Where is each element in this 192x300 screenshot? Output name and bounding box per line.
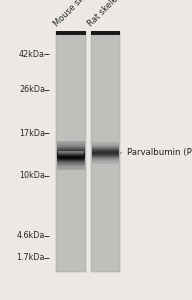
Bar [92, 153, 119, 154]
Bar [58, 160, 84, 161]
Bar [57, 160, 85, 161]
Bar [58, 163, 84, 164]
Text: 26kDa: 26kDa [19, 85, 45, 94]
Bar [58, 162, 84, 163]
Bar [58, 157, 84, 158]
Bar [58, 158, 84, 159]
Bar [58, 151, 84, 152]
Bar [92, 146, 119, 147]
Bar [57, 144, 85, 145]
Bar [92, 152, 119, 153]
Bar [92, 148, 119, 149]
Bar [58, 159, 84, 160]
Bar [57, 143, 85, 144]
Bar [57, 152, 85, 153]
Bar [92, 162, 119, 163]
Bar [92, 145, 119, 146]
Bar [92, 155, 119, 156]
Bar [58, 152, 84, 153]
Bar [92, 158, 119, 159]
Text: 42kDa: 42kDa [19, 50, 45, 58]
Bar [57, 161, 85, 162]
Bar [58, 156, 84, 157]
Bar [92, 144, 119, 145]
Text: 4.6kDa: 4.6kDa [17, 231, 45, 240]
Bar [92, 150, 119, 151]
Bar [57, 154, 85, 155]
Text: Parvalbumin (PVALB): Parvalbumin (PVALB) [121, 148, 192, 158]
Bar [57, 164, 85, 165]
Text: Rat skeletal muscle: Rat skeletal muscle [86, 0, 151, 28]
Bar [57, 145, 85, 146]
Text: 1.7kDa: 1.7kDa [17, 254, 45, 262]
Bar [92, 147, 119, 148]
Bar [57, 155, 85, 156]
Bar [92, 161, 119, 162]
Bar [57, 157, 85, 158]
Bar [57, 151, 85, 152]
Bar [91, 32, 121, 272]
Bar [92, 163, 119, 164]
Bar [92, 143, 119, 144]
Bar [92, 157, 119, 158]
Bar [57, 153, 85, 154]
Bar [57, 141, 85, 142]
Bar [57, 159, 85, 160]
Text: 17kDa: 17kDa [19, 129, 45, 138]
Bar [92, 162, 119, 163]
Bar [57, 166, 85, 167]
Bar [57, 169, 85, 170]
Text: 10kDa: 10kDa [19, 171, 45, 180]
Bar [57, 150, 85, 151]
Bar [56, 32, 86, 272]
Bar [58, 154, 84, 155]
Bar [58, 164, 84, 165]
Text: Mouse skeletal muscle: Mouse skeletal muscle [52, 0, 126, 28]
Bar [56, 32, 86, 34]
Bar [57, 142, 85, 143]
Bar [57, 162, 85, 163]
Bar [57, 165, 85, 166]
Bar [57, 144, 85, 145]
Bar [58, 153, 84, 154]
Bar [57, 156, 85, 157]
Bar [92, 160, 119, 161]
Bar [92, 149, 119, 150]
Bar [92, 159, 119, 160]
Bar [57, 151, 85, 152]
Bar [92, 142, 119, 143]
Bar [57, 167, 85, 168]
Bar [57, 163, 85, 164]
Bar [57, 148, 85, 149]
Bar [57, 158, 85, 159]
Bar [92, 156, 119, 157]
Bar [92, 151, 119, 152]
Bar [58, 161, 84, 162]
Bar [58, 155, 84, 156]
Bar [91, 32, 121, 34]
Bar [57, 146, 85, 147]
Bar [92, 143, 119, 144]
Bar [92, 154, 119, 155]
Bar [57, 168, 85, 169]
Bar [57, 149, 85, 150]
Bar [57, 147, 85, 148]
